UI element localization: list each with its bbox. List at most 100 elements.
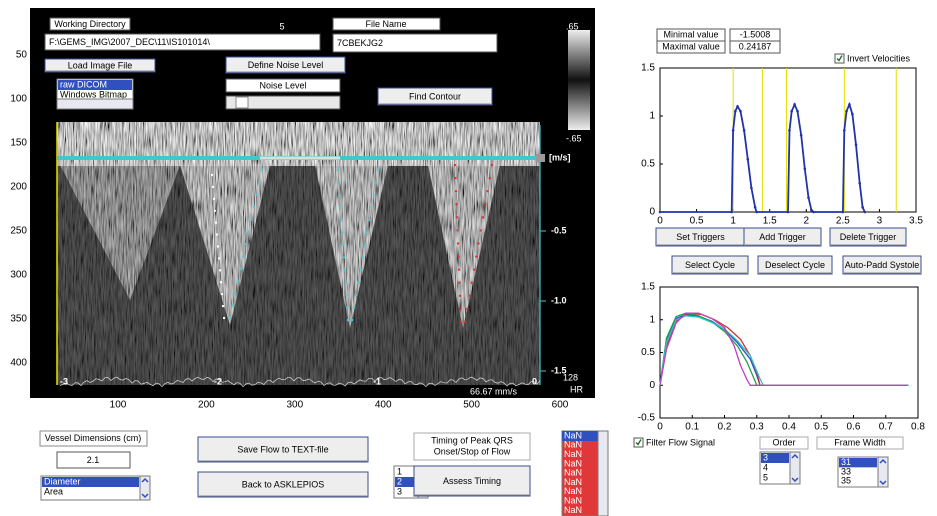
action-button[interactable]	[671, 255, 749, 275]
action-button[interactable]	[743, 227, 822, 247]
y-tick-label: 0	[649, 207, 655, 218]
result-item: NaN	[564, 449, 582, 459]
contour-dot	[222, 316, 226, 320]
contour-dot	[340, 231, 344, 234]
list-item: Diameter	[44, 476, 81, 486]
series-marker	[731, 129, 735, 132]
contour-dot	[255, 193, 258, 196]
contour-dot	[454, 189, 458, 193]
doppler-envelope	[428, 165, 500, 328]
series-marker	[807, 196, 810, 199]
find-contour-button-label: Find Contour	[409, 91, 461, 101]
assess-button[interactable]	[413, 465, 531, 497]
value: 0.24187	[739, 41, 772, 51]
x-tick-label: 3.5	[909, 216, 923, 227]
label: Frame Width	[834, 437, 886, 447]
contour-dot	[342, 256, 346, 259]
list-selection	[562, 431, 598, 441]
time-label: -3	[60, 376, 68, 386]
result-item: NaN	[564, 477, 582, 487]
text-field[interactable]	[44, 33, 321, 51]
action-button-label: Add Trigger	[759, 232, 806, 242]
list-selection	[42, 477, 139, 487]
scrollbar[interactable]	[877, 456, 889, 488]
label: Onset/Stop of Flow	[434, 446, 511, 456]
y-tick-label: 400	[10, 358, 27, 369]
save-button[interactable]	[197, 436, 369, 463]
series-line	[659, 312, 909, 386]
contour-dot	[239, 267, 242, 270]
action-button[interactable]	[829, 227, 907, 247]
doppler-envelope	[60, 165, 180, 300]
ecg-trace	[59, 376, 541, 388]
text-field[interactable]	[332, 33, 498, 53]
action-button-label: Auto-Padd Systole	[845, 260, 920, 270]
list-item: 4	[763, 462, 768, 472]
series-marker	[812, 210, 815, 214]
h-scrollbar[interactable]	[56, 98, 134, 110]
action-button[interactable]	[757, 255, 833, 275]
list-item: 3	[397, 486, 402, 496]
series-marker	[736, 105, 739, 108]
y-tick-label: 150	[10, 138, 27, 149]
slider-thumb[interactable]	[235, 96, 249, 109]
y-tick-label: 1.5	[641, 282, 655, 293]
colorbar	[568, 30, 590, 130]
check-mark	[635, 439, 642, 446]
x-tick-label: 0.8	[911, 422, 925, 433]
find-contour-button[interactable]	[377, 87, 493, 106]
series-marker	[746, 157, 750, 161]
contour-dot	[215, 233, 219, 236]
list-item: Area	[44, 486, 63, 496]
text-field[interactable]	[56, 451, 131, 469]
contour-dot	[481, 216, 485, 219]
list-selection	[395, 477, 417, 487]
scrollbar[interactable]	[597, 430, 609, 516]
result-item: NaN	[564, 458, 582, 468]
define-noise-button[interactable]	[225, 56, 346, 74]
list-item: 35	[841, 476, 851, 486]
value-box	[729, 40, 781, 54]
doppler-envelope	[180, 165, 270, 325]
contour-dot	[365, 231, 369, 234]
contour-dot	[343, 268, 346, 272]
contour-dot	[463, 320, 467, 324]
series-marker	[863, 210, 867, 214]
x-tick-label: 0.5	[814, 422, 828, 433]
action-button[interactable]	[842, 255, 922, 275]
filter-checkbox-label: Filter Flow Signal	[646, 437, 715, 447]
series-marker	[742, 129, 746, 132]
y-tick-label: 1	[649, 314, 655, 325]
y-tick-label: 350	[10, 314, 27, 325]
y-tick-label: 50	[16, 50, 28, 61]
label-box	[816, 436, 904, 450]
x-tick-label: 0	[657, 216, 663, 227]
x-tick-label: 500	[463, 400, 480, 411]
label: Timing of Peak QRS	[431, 435, 513, 445]
label: Working Directory	[54, 19, 126, 29]
contour-dot	[486, 189, 489, 193]
contour-dot	[470, 281, 473, 284]
contour-dot	[337, 181, 341, 184]
contour-dot	[242, 255, 245, 258]
marker: 5	[279, 21, 284, 31]
series-marker	[810, 208, 813, 212]
scrollbar[interactable]	[789, 451, 801, 485]
back-button[interactable]	[197, 471, 369, 498]
contour-dot	[345, 306, 349, 309]
y-tick-label: 300	[10, 270, 27, 281]
series-marker	[845, 109, 848, 113]
slider[interactable]	[225, 95, 341, 110]
scrollbar[interactable]	[139, 475, 151, 501]
series-marker	[841, 210, 845, 214]
contour-dot	[219, 281, 223, 284]
x-tick-label: 0.1	[685, 422, 699, 433]
load-button[interactable]	[44, 58, 156, 73]
label: Vessel Dimensions (cm)	[45, 433, 142, 443]
contour-dot	[459, 320, 463, 324]
contour-dot	[338, 193, 341, 197]
x-tick-label: 0.2	[718, 422, 732, 433]
contour-dot	[350, 318, 354, 322]
label-box	[759, 436, 809, 450]
label-box	[656, 40, 726, 54]
